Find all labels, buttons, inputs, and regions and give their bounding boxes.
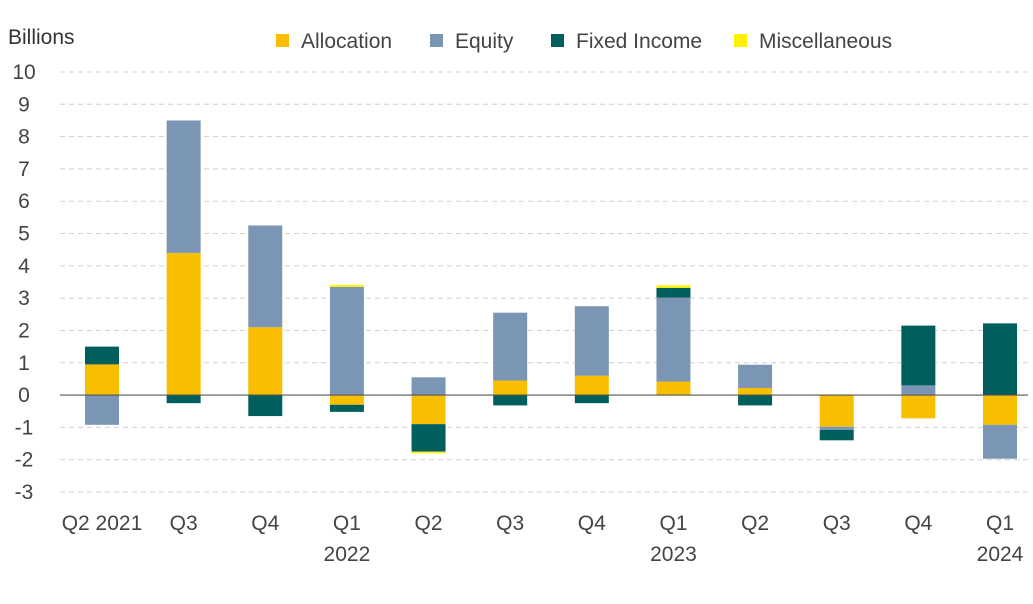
legend-label: Miscellaneous bbox=[759, 30, 892, 53]
bar-segment bbox=[329, 286, 364, 396]
bar-segment bbox=[819, 395, 854, 427]
bar-segment bbox=[983, 395, 1017, 425]
bar-segment bbox=[411, 395, 446, 425]
legend-label: Equity bbox=[455, 30, 514, 53]
y-axis-title: Billions bbox=[8, 26, 75, 49]
legend-swatch bbox=[551, 34, 564, 47]
bar-segment bbox=[901, 325, 936, 386]
y-tick-label: 2 bbox=[18, 319, 30, 342]
x-tick-year-label: 2023 bbox=[650, 543, 697, 566]
x-tick-label: Q4 bbox=[251, 512, 279, 535]
y-tick-label: 8 bbox=[18, 126, 30, 149]
x-tick-label: Q1 bbox=[986, 512, 1014, 535]
bar-segment bbox=[656, 285, 691, 288]
x-axis-ticks: Q2 2021 Q3 Q4 Q1 2022 Q2 Q3 Q4 Q1 2023 Q2 Q3 Q4 Q1 202… bbox=[62, 512, 1024, 566]
x-tick-year-label: 2024 bbox=[977, 543, 1024, 566]
bar-segment bbox=[983, 424, 1017, 459]
y-tick-label: 5 bbox=[18, 223, 30, 246]
x-tick-label: Q3 bbox=[823, 512, 851, 535]
bar-segment bbox=[329, 395, 364, 405]
bar-segment bbox=[166, 252, 201, 396]
bar-segment bbox=[574, 375, 609, 396]
x-tick-label: Q3 bbox=[170, 512, 198, 535]
bar-segment bbox=[166, 395, 201, 404]
bar-segment bbox=[819, 429, 854, 441]
bar-segment bbox=[411, 424, 446, 452]
bar-segment bbox=[493, 395, 528, 406]
legend-label: Allocation bbox=[301, 30, 392, 53]
bar-segment bbox=[493, 380, 528, 396]
y-tick-label: 3 bbox=[18, 287, 30, 310]
legend: Allocation Equity Fixed Income Miscellaneou… bbox=[276, 30, 892, 53]
x-tick-label: Q4 bbox=[578, 512, 606, 535]
bar-segment bbox=[656, 381, 691, 396]
bar-segment bbox=[85, 395, 119, 425]
bar-segment bbox=[493, 312, 528, 381]
y-axis-ticks: -3 -2 -1 0 1 2 3 4 5 6 7 8 9 10 bbox=[12, 61, 35, 504]
legend-label: Fixed Income bbox=[576, 30, 702, 53]
bar-segment bbox=[738, 364, 773, 388]
y-tick-label: 4 bbox=[18, 255, 30, 278]
bar-segment bbox=[85, 364, 119, 396]
legend-swatch bbox=[734, 34, 747, 47]
bar-segment bbox=[248, 225, 283, 328]
y-tick-label: 9 bbox=[18, 93, 30, 116]
bar-segment bbox=[411, 377, 446, 396]
bar-segment bbox=[248, 395, 283, 417]
bar-segment bbox=[166, 120, 201, 253]
bar-segment bbox=[248, 327, 283, 396]
x-tick-label: Q1 bbox=[659, 512, 687, 535]
bars bbox=[85, 120, 1017, 459]
bar-segment bbox=[411, 451, 446, 454]
x-tick-label: Q1 bbox=[333, 512, 361, 535]
bar-segment bbox=[983, 323, 1017, 396]
x-tick-year-label: 2022 bbox=[324, 543, 371, 566]
bar-segment bbox=[819, 426, 854, 430]
bar-segment bbox=[901, 395, 936, 419]
x-tick-label: Q4 bbox=[904, 512, 932, 535]
y-tick-label: 7 bbox=[18, 158, 30, 181]
y-tick-label: 10 bbox=[12, 61, 35, 84]
bar-segment bbox=[85, 346, 119, 365]
x-tick-label: Q2 bbox=[415, 512, 443, 535]
x-tick-label: Q2 2021 bbox=[62, 512, 143, 535]
gridlines bbox=[60, 71, 1028, 493]
bar-segment bbox=[738, 387, 773, 396]
y-tick-label: -3 bbox=[15, 481, 34, 504]
bar-segment bbox=[738, 395, 773, 406]
legend-swatch bbox=[276, 34, 289, 47]
x-tick-label: Q3 bbox=[496, 512, 524, 535]
bar-segment bbox=[329, 284, 364, 287]
y-tick-label: -2 bbox=[15, 449, 34, 472]
bar-segment bbox=[901, 385, 936, 396]
y-tick-label: 6 bbox=[18, 190, 30, 213]
bar-segment bbox=[574, 395, 609, 404]
bar-segment bbox=[329, 404, 364, 412]
y-tick-label: 1 bbox=[18, 352, 30, 375]
bar-segment bbox=[656, 297, 691, 382]
bar-segment bbox=[656, 287, 691, 298]
legend-swatch bbox=[430, 34, 443, 47]
x-tick-label: Q2 bbox=[741, 512, 769, 535]
y-tick-label: 0 bbox=[18, 384, 30, 407]
y-tick-label: -1 bbox=[15, 416, 34, 439]
bar-segment bbox=[574, 306, 609, 376]
